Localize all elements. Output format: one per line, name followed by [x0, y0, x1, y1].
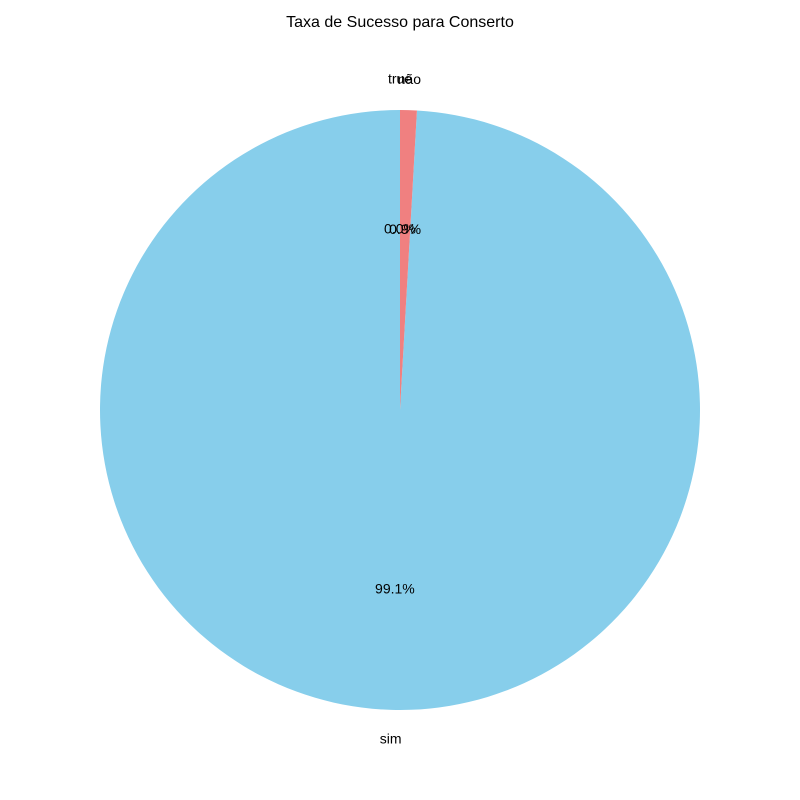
slice-label-0: sim: [380, 731, 402, 747]
percent-label-1: 0.9%: [389, 221, 421, 237]
slice-label-2: true: [388, 71, 412, 87]
slice-label-1: não: [398, 71, 422, 87]
percent-label-0: 99.1%: [375, 581, 415, 597]
pie-labels: sim 99.1% não 0.9% true 0.0%: [375, 71, 421, 747]
percent-label-2: 0.0%: [384, 221, 416, 237]
pie-slices: [100, 110, 701, 710]
pie-slice-0: [100, 110, 701, 710]
pie-slice-1: [400, 110, 417, 410]
chart-title: Taxa de Sucesso para Conserto: [286, 14, 514, 31]
